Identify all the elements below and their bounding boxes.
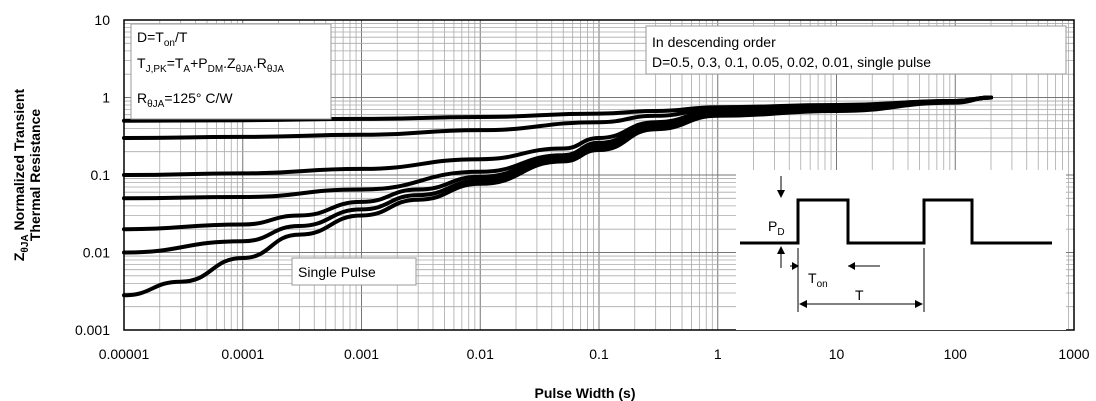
x-tick-label: 10 xyxy=(829,346,845,362)
equation-box: D=Ton/T TJ,PK=TA+PDM.ZθJA.RθJA RθJA=125°… xyxy=(130,23,332,120)
pulse-train-inset: PD Ton T xyxy=(736,170,1066,330)
pd-label: PD xyxy=(768,218,785,238)
legend-note-line2: D=0.5, 0.3, 0.1, 0.05, 0.02, 0.01, singl… xyxy=(652,54,931,70)
y-axis-title-z-sub: θJA xyxy=(20,234,31,252)
y-axis-title: ZθJA Normalized Transient Thermal Resist… xyxy=(11,89,43,262)
y-axis-title-z: Z xyxy=(11,252,27,261)
single-pulse-text: Single Pulse xyxy=(298,264,376,280)
legend-note-line1: In descending order xyxy=(652,34,776,50)
ton-arrowhead-left xyxy=(792,262,799,270)
x-tick-label: 1 xyxy=(714,346,722,362)
x-axis-title: Pulse Width (s) xyxy=(535,385,636,401)
equation-junction-temp: TJ,PK=TA+PDM.ZθJA.RθJA xyxy=(137,55,284,75)
ton-arrowhead-right xyxy=(848,262,855,270)
x-tick-label: 0.0001 xyxy=(221,346,264,362)
y-axis-title-line2: Thermal Resistance xyxy=(27,109,43,241)
equation-box-frame xyxy=(130,23,332,120)
tick-labels: 0.00001 0.0001 0.001 0.01 0.1 1 10 100 1000 0.001… xyxy=(75,12,1090,362)
period-arrowhead-right xyxy=(915,300,923,308)
equation-duty-cycle: D=Ton/T xyxy=(137,29,188,49)
curves xyxy=(122,95,993,298)
x-tick-label: 0.00001 xyxy=(99,346,150,362)
legend-note-frame xyxy=(645,25,1067,75)
pd-arrowhead-top xyxy=(777,190,785,198)
y-tick-label: 10 xyxy=(94,12,110,28)
inset-background xyxy=(736,170,1066,330)
pulse-waveform xyxy=(740,198,1052,245)
single-pulse-frame xyxy=(291,257,417,286)
ton-label: Ton xyxy=(808,270,828,290)
x-tick-label: 0.1 xyxy=(589,346,609,362)
single-pulse-label: Single Pulse xyxy=(291,257,417,286)
pd-arrowhead-bottom xyxy=(777,246,785,254)
y-tick-label: 1 xyxy=(102,90,110,106)
period-label: T xyxy=(855,287,864,303)
y-tick-label: 0.1 xyxy=(91,167,111,183)
curve-series-7 xyxy=(122,95,993,298)
y-tick-label: 0.01 xyxy=(83,245,110,261)
legend-note-box: In descending order D=0.5, 0.3, 0.1, 0.0… xyxy=(645,25,1067,75)
y-axis-title-line1: Normalized Transient xyxy=(11,89,27,235)
x-tick-label: 100 xyxy=(944,346,968,362)
x-tick-label: 0.001 xyxy=(344,346,379,362)
x-tick-label: 1000 xyxy=(1058,346,1089,362)
svg-text:ZθJA Normalized Transient: ZθJA Normalized Transient xyxy=(11,89,31,262)
period-arrowhead-left xyxy=(799,300,807,308)
y-tick-label: 0.001 xyxy=(75,322,110,338)
x-tick-label: 0.01 xyxy=(467,346,494,362)
equation-thermal-resistance: RθJA=125° C/W xyxy=(137,90,233,110)
